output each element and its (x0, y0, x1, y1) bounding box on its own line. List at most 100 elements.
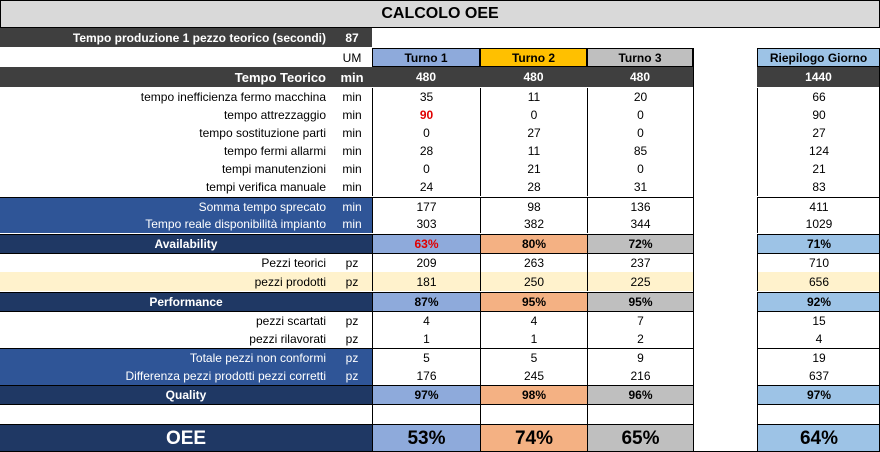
sprecato-label[interactable]: Somma tempo sprecato (0, 197, 332, 215)
differenza-um[interactable]: pz (332, 366, 372, 385)
riepilogo-header[interactable]: Riepilogo Giorno (757, 48, 880, 67)
allarmi-t2[interactable]: 11 (480, 142, 587, 160)
rilavorati-t2[interactable]: 1 (480, 330, 587, 348)
differenza-t1[interactable]: 176 (372, 366, 480, 385)
performance-t2[interactable]: 95% (480, 292, 587, 312)
disponibilita-t2[interactable]: 382 (480, 215, 587, 233)
sprecato-tot[interactable]: 411 (757, 197, 880, 215)
allarmi-label[interactable]: tempo fermi allarmi (223, 144, 326, 158)
attrezzaggio-t3[interactable]: 0 (587, 106, 693, 124)
scartati-t2[interactable]: 4 (480, 312, 587, 330)
attrezzaggio-t1[interactable]: 90 (372, 106, 480, 124)
tempo-teorico-um[interactable]: min (332, 67, 372, 87)
scartati-tot[interactable]: 15 (757, 312, 880, 330)
non-conformi-tot[interactable]: 19 (757, 348, 880, 366)
pezzi-prodotti-um[interactable]: pz (332, 272, 372, 291)
turno1-header[interactable]: Turno 1 (372, 48, 480, 67)
inefficienza-tot[interactable]: 66 (757, 88, 880, 106)
pezzi-teorici-t3[interactable]: 237 (587, 254, 693, 272)
non-conformi-t1[interactable]: 5 (372, 348, 480, 366)
allarmi-um[interactable]: min (342, 144, 362, 158)
inefficienza-um[interactable]: min (342, 90, 362, 104)
um-header[interactable]: UM (342, 50, 362, 65)
quality-t2[interactable]: 98% (480, 385, 587, 405)
pezzi-teorici-t1[interactable]: 209 (372, 254, 480, 272)
scartati-t1[interactable]: 4 (372, 312, 480, 330)
oee-tot[interactable]: 64% (757, 424, 880, 452)
disponibilita-t3[interactable]: 344 (587, 215, 693, 233)
manutenzioni-t1[interactable]: 0 (372, 160, 480, 178)
verifica-tot[interactable]: 83 (757, 178, 880, 196)
oee-t1[interactable]: 53% (372, 424, 480, 452)
non-conformi-t3[interactable]: 9 (587, 348, 693, 366)
sprecato-t3[interactable]: 136 (587, 197, 693, 215)
verifica-t3[interactable]: 31 (587, 178, 693, 196)
disponibilita-t1[interactable]: 303 (372, 215, 480, 233)
pezzi-teorici-um[interactable]: pz (345, 256, 359, 270)
inefficienza-label[interactable]: tempo inefficienza fermo macchina (140, 90, 326, 104)
pezzi-teorici-t2[interactable]: 263 (480, 254, 587, 272)
tempo-teorico-t2[interactable]: 480 (480, 67, 587, 87)
scartati-t3[interactable]: 7 (587, 312, 693, 330)
quality-t1[interactable]: 97% (372, 385, 480, 405)
sprecato-t2[interactable]: 98 (480, 197, 587, 215)
rilavorati-t3[interactable]: 2 (587, 330, 693, 348)
availability-t2[interactable]: 80% (480, 234, 587, 254)
rilavorati-um[interactable]: pz (345, 332, 359, 346)
availability-t1[interactable]: 63% (372, 234, 480, 254)
sostituzione-t1[interactable]: 0 (372, 124, 480, 142)
manutenzioni-um[interactable]: min (342, 162, 362, 176)
tempo-produzione-label[interactable]: Tempo produzione 1 pezzo teorico (second… (0, 28, 332, 47)
attrezzaggio-tot[interactable]: 90 (757, 106, 880, 124)
sostituzione-label[interactable]: tempo sostituzione parti (199, 126, 326, 140)
pezzi-prodotti-t2[interactable]: 250 (480, 272, 587, 291)
verifica-label[interactable]: tempi verifica manuale (205, 180, 326, 194)
performance-t3[interactable]: 95% (587, 292, 693, 312)
differenza-tot[interactable]: 637 (757, 366, 880, 385)
oee-t3[interactable]: 65% (587, 424, 693, 452)
differenza-t3[interactable]: 216 (587, 366, 693, 385)
pezzi-teorici-label[interactable]: Pezzi teorici (261, 256, 326, 270)
rilavorati-label[interactable]: pezzi rilavorati (249, 332, 326, 346)
tempo-teorico-t1[interactable]: 480 (372, 67, 480, 87)
oee-t2[interactable]: 74% (480, 424, 587, 452)
allarmi-tot[interactable]: 124 (757, 142, 880, 160)
tempo-teorico-label[interactable]: Tempo Teorico (0, 67, 332, 87)
manutenzioni-label[interactable]: tempi manutenzioni (221, 162, 326, 176)
pezzi-prodotti-t3[interactable]: 225 (587, 272, 693, 291)
sprecato-um[interactable]: min (332, 197, 372, 215)
sostituzione-tot[interactable]: 27 (757, 124, 880, 142)
non-conformi-label[interactable]: Totale pezzi non conformi (0, 348, 332, 366)
pezzi-prodotti-label[interactable]: pezzi prodotti (0, 272, 332, 291)
inefficienza-t1[interactable]: 35 (372, 88, 480, 106)
verifica-um[interactable]: min (342, 180, 362, 194)
pezzi-teorici-tot[interactable]: 710 (757, 254, 880, 272)
manutenzioni-tot[interactable]: 21 (757, 160, 880, 178)
sostituzione-um[interactable]: min (342, 126, 362, 140)
oee-label[interactable]: OEE (0, 424, 372, 452)
quality-tot[interactable]: 97% (757, 385, 880, 405)
availability-t3[interactable]: 72% (587, 234, 693, 254)
availability-tot[interactable]: 71% (757, 234, 880, 254)
sostituzione-t2[interactable]: 27 (480, 124, 587, 142)
inefficienza-t3[interactable]: 20 (587, 88, 693, 106)
performance-t1[interactable]: 87% (372, 292, 480, 312)
disponibilita-label[interactable]: Tempo reale disponibilità impianto (0, 215, 332, 233)
tempo-teorico-t3[interactable]: 480 (587, 67, 693, 87)
sprecato-t1[interactable]: 177 (372, 197, 480, 215)
quality-label[interactable]: Quality (0, 385, 372, 405)
rilavorati-tot[interactable]: 4 (757, 330, 880, 348)
turno3-header[interactable]: Turno 3 (587, 48, 693, 67)
differenza-label[interactable]: Differenza pezzi prodotti pezzi corretti (0, 366, 332, 385)
sostituzione-t3[interactable]: 0 (587, 124, 693, 142)
manutenzioni-t3[interactable]: 0 (587, 160, 693, 178)
rilavorati-t1[interactable]: 1 (372, 330, 480, 348)
turno2-header[interactable]: Turno 2 (480, 48, 587, 67)
quality-t3[interactable]: 96% (587, 385, 693, 405)
performance-tot[interactable]: 92% (757, 292, 880, 312)
allarmi-t1[interactable]: 28 (372, 142, 480, 160)
attrezzaggio-label[interactable]: tempo attrezzaggio (223, 108, 326, 122)
availability-label[interactable]: Availability (0, 234, 372, 254)
pezzi-prodotti-t1[interactable]: 181 (372, 272, 480, 291)
disponibilita-um[interactable]: min (332, 215, 372, 233)
